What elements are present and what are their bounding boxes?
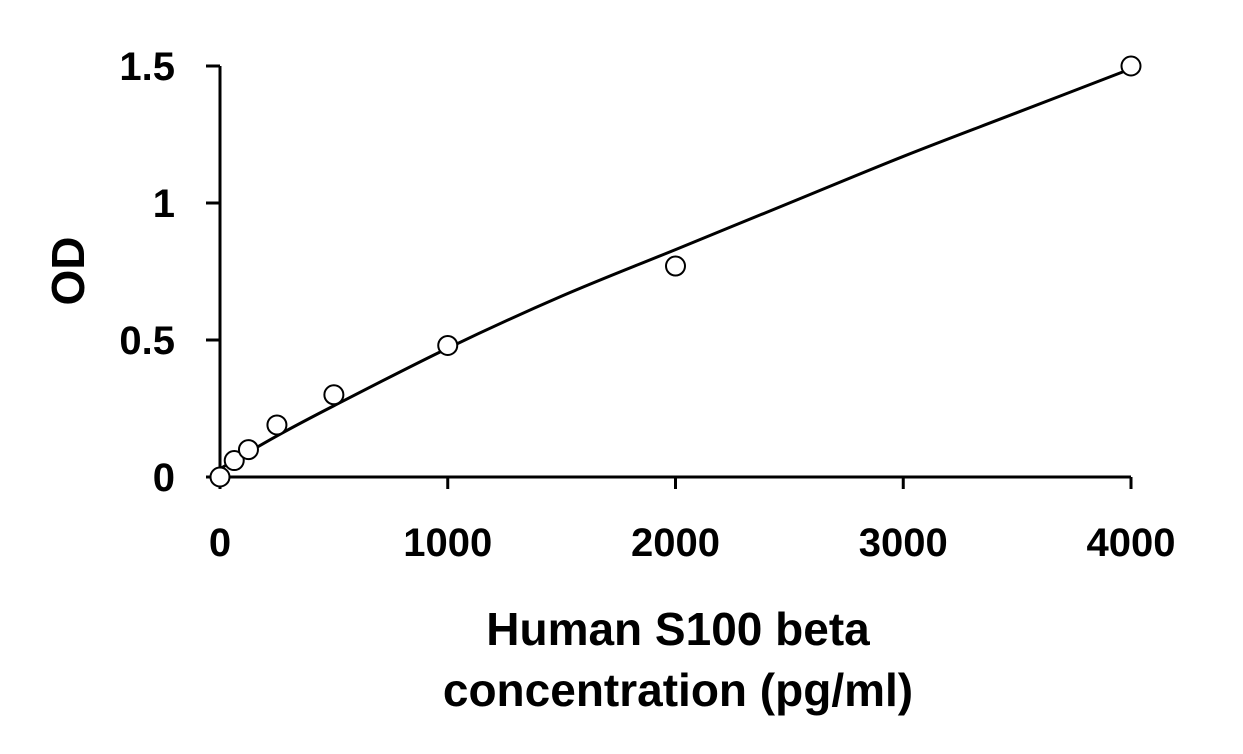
x-tick-label: 2000 xyxy=(631,521,720,565)
data-point xyxy=(237,439,259,461)
data-point xyxy=(209,466,231,488)
data-point xyxy=(437,334,459,356)
y-tick-label: 1.5 xyxy=(119,45,175,89)
data-point xyxy=(1120,55,1142,77)
x-axis-label-line-2: concentration (pg/ml) xyxy=(443,664,913,716)
fit-curve xyxy=(219,67,1132,471)
data-point xyxy=(323,384,345,406)
data-points xyxy=(209,55,1142,488)
y-axis-label: OD xyxy=(42,237,94,306)
x-tick-label: 4000 xyxy=(1087,521,1176,565)
data-point xyxy=(665,255,686,277)
y-axis-ticks: 0 0.5 1 1.5 xyxy=(119,45,220,500)
x-tick-label: 1000 xyxy=(403,521,492,565)
data-point xyxy=(223,450,245,472)
x-tick-label: 0 xyxy=(209,521,231,565)
x-axis-ticks: 0 1000 2000 3000 4000 xyxy=(209,477,1176,565)
x-axis-label-line-1: Human S100 beta xyxy=(486,603,870,655)
y-tick-label: 1 xyxy=(153,182,175,226)
fit-curve-group xyxy=(219,67,1132,471)
data-point xyxy=(266,414,288,436)
x-tick-label: 3000 xyxy=(859,521,948,565)
y-tick-label: 0.5 xyxy=(119,319,175,363)
y-tick-label: 0 xyxy=(153,456,175,500)
